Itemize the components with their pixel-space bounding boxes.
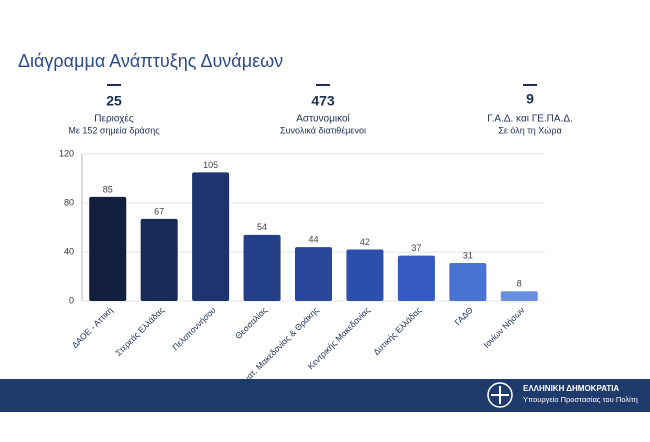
- stat-value: 9: [526, 91, 534, 107]
- footer-band: [0, 379, 650, 412]
- bar: [192, 172, 230, 301]
- bar: [89, 196, 127, 301]
- value-label: 54: [257, 222, 267, 232]
- value-label: 8: [517, 279, 522, 289]
- stat-label: Γ.Α.Δ. και ΓΕ.ΠΑ.Δ.: [487, 114, 573, 125]
- stat-sub: Συνολικά διατιθέμενοι: [280, 125, 366, 135]
- y-tick-label: 40: [64, 246, 74, 256]
- y-tick-label: 0: [69, 295, 74, 305]
- y-tick-label: 80: [64, 197, 74, 207]
- bar: [346, 249, 384, 301]
- page-title: Διάγραμμα Ανάπτυξης Δυνάμεων: [18, 51, 283, 71]
- stat-value: 25: [106, 93, 122, 109]
- value-label: 37: [411, 243, 421, 253]
- stat-label: Περιοχές: [94, 113, 134, 125]
- stat-sub: Με 152 σημεία δράσης: [68, 125, 160, 135]
- value-label: 42: [360, 237, 370, 247]
- value-label: 67: [154, 206, 164, 216]
- bar: [397, 255, 435, 301]
- stat-sub: Σε όλη τη Χώρα: [498, 125, 561, 135]
- stat-label: Αστυνομικοί: [296, 113, 350, 125]
- emblem: [487, 382, 513, 408]
- footer-title: ΕΛΛΗΝΙΚΗ ΔΗΜΟΚΡΑΤΙΑ: [523, 384, 619, 393]
- emblem-cross: [491, 386, 509, 404]
- value-label: 31: [463, 250, 473, 260]
- value-label: 85: [103, 184, 113, 194]
- bar: [294, 247, 333, 301]
- stat-value: 473: [311, 93, 335, 109]
- value-label: 44: [308, 234, 318, 244]
- bar: [500, 291, 538, 301]
- bar: [140, 218, 178, 301]
- y-tick-label: 120: [59, 148, 74, 158]
- bar: [243, 234, 281, 301]
- footer-subtitle: Υπουργείο Προστασίας του Πολίτη: [523, 395, 638, 404]
- value-label: 105: [203, 160, 218, 170]
- bar: [449, 263, 487, 301]
